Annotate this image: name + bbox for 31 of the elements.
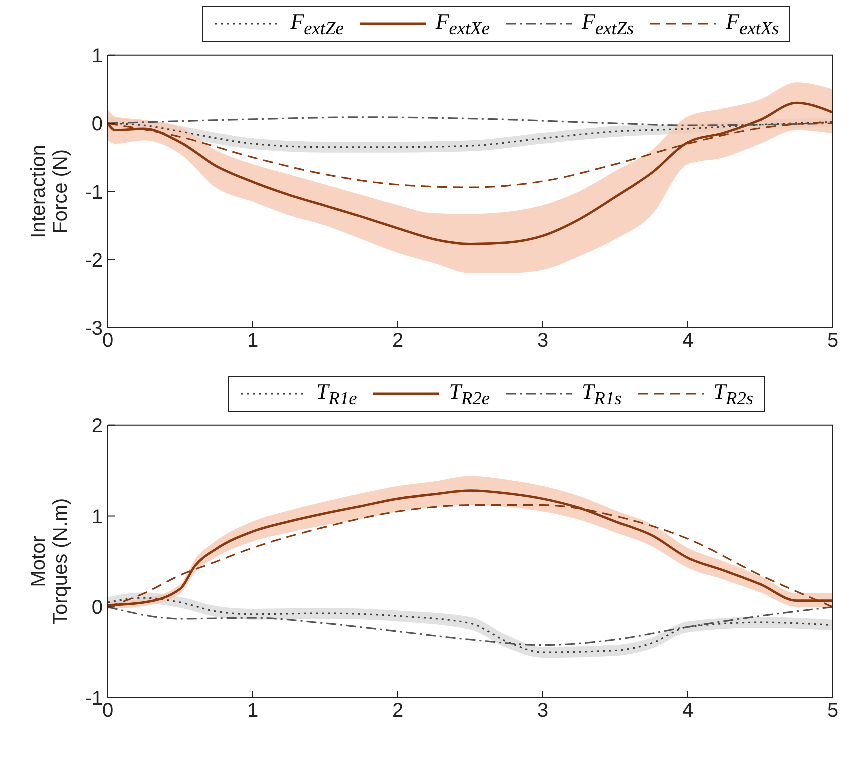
y-tick-label: 1 [92, 506, 103, 528]
legend-label: F$_{extXe}$ [436, 9, 490, 40]
x-tick-label: 2 [392, 700, 404, 722]
y-tick-label: 0 [92, 114, 103, 136]
y-axis-title: Motor Torques (N.m) [28, 498, 72, 626]
x-tick-label: 4 [682, 330, 694, 352]
y-tick-label: -1 [85, 182, 103, 204]
legend-label: T$_{R2s}$ [714, 379, 754, 410]
x-tick-label: 3 [537, 700, 549, 722]
x-tick-label: 2 [392, 330, 404, 352]
line-series [108, 606, 833, 646]
x-tick-label: 5 [827, 700, 839, 722]
y-tick-label: 2 [92, 415, 103, 438]
y-axis-title: Interaction Force (N) [28, 145, 72, 238]
x-tick-label: 3 [537, 330, 549, 352]
legend-label: T$_{R2e}$ [449, 379, 490, 410]
legend-label: T$_{R1s}$ [582, 379, 622, 410]
legend-label: T$_{R1e}$ [316, 379, 358, 410]
y-tick-label: -2 [85, 250, 103, 272]
y-tick-label: 1 [92, 45, 103, 68]
x-tick-label: 5 [827, 330, 839, 352]
legend-label: F$_{extXs}$ [726, 9, 780, 40]
y-tick-label: 0 [92, 597, 103, 620]
line-series [108, 116, 833, 126]
legend-label: F$_{extZs}$ [582, 9, 634, 40]
y-tick-label: -3 [85, 318, 103, 340]
y-tick-label: -1 [85, 688, 103, 710]
x-tick-label: 1 [247, 700, 259, 722]
x-tick-label: 1 [247, 330, 259, 352]
x-tick-label: 4 [682, 700, 694, 722]
legend-label: F$_{extZe}$ [290, 9, 344, 40]
